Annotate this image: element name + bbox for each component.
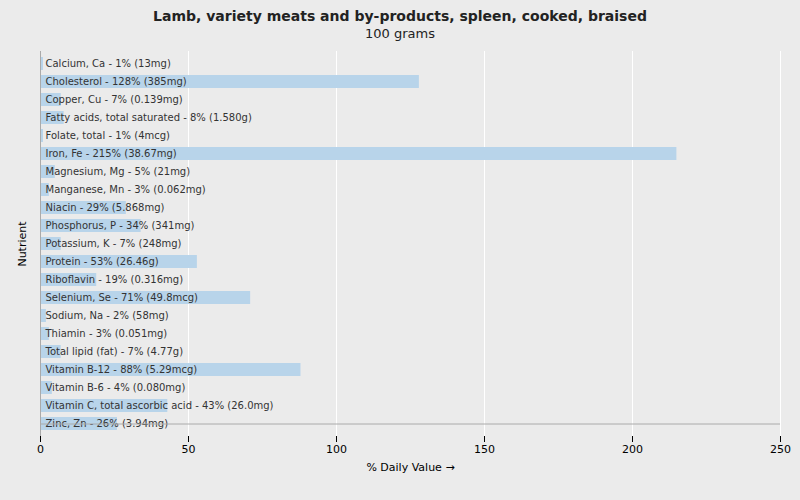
svg-text:Riboflavin - 19% (0.316mg): Riboflavin - 19% (0.316mg) [46,274,184,285]
svg-text:Vitamin C, total ascorbic acid: Vitamin C, total ascorbic acid - 43% (26… [46,400,274,411]
svg-text:Iron, Fe - 215% (38.67mg): Iron, Fe - 215% (38.67mg) [46,148,177,159]
svg-text:Vitamin B-6 - 4% (0.080mg): Vitamin B-6 - 4% (0.080mg) [46,382,186,393]
svg-text:200: 200 [622,443,643,456]
svg-text:150: 150 [474,443,495,456]
svg-text:250: 250 [770,443,791,456]
html-text:Lamb, variety meats and by-pro: Lamb, variety meats and by-products, spl… [153,8,647,24]
svg-text:Selenium, Se - 71% (49.8mcg): Selenium, Se - 71% (49.8mcg) [46,292,199,303]
svg-text:Zinc, Zn - 26% (3.94mg): Zinc, Zn - 26% (3.94mg) [45,418,168,430]
svg-text:Copper, Cu - 7% (0.139mg): Copper, Cu - 7% (0.139mg) [46,94,183,105]
svg-text:Magnesium, Mg - 5% (21mg): Magnesium, Mg - 5% (21mg) [46,166,191,177]
svg-text:Cholesterol - 128% (385mg): Cholesterol - 128% (385mg) [46,76,187,87]
svg-text:Folate, total - 1% (4mcg): Folate, total - 1% (4mcg) [46,130,171,141]
svg-text:% Daily Value →: % Daily Value → [366,461,454,474]
html-text:100 grams: 100 grams [365,26,435,41]
svg-text:Phosphorus, P - 34% (341mg): Phosphorus, P - 34% (341mg) [46,220,195,231]
svg-text:Manganese, Mn - 3% (0.062mg): Manganese, Mn - 3% (0.062mg) [46,184,206,195]
svg-text:50: 50 [182,443,196,456]
svg-text:Sodium, Na - 2% (58mg): Sodium, Na - 2% (58mg) [46,310,169,321]
svg-text:Protein - 53% (26.46g): Protein - 53% (26.46g) [46,256,159,267]
svg-text:Vitamin B-12 - 88% (5.29mcg): Vitamin B-12 - 88% (5.29mcg) [46,364,198,375]
svg-text:Potassium, K - 7% (248mg): Potassium, K - 7% (248mg) [46,238,182,249]
svg-text:0: 0 [37,443,44,456]
svg-text:Calcium, Ca - 1% (13mg): Calcium, Ca - 1% (13mg) [46,58,171,69]
svg-text:Nutrient: Nutrient [16,221,29,267]
svg-text:Total lipid (fat) - 7% (4.77g): Total lipid (fat) - 7% (4.77g) [45,346,184,357]
svg-text:Niacin - 29% (5.868mg): Niacin - 29% (5.868mg) [46,202,165,213]
svg-text:Fatty acids, total saturated -: Fatty acids, total saturated - 8% (1.580… [46,112,252,123]
svg-text:100: 100 [326,443,347,456]
svg-text:Thiamin - 3% (0.051mg): Thiamin - 3% (0.051mg) [45,328,168,339]
